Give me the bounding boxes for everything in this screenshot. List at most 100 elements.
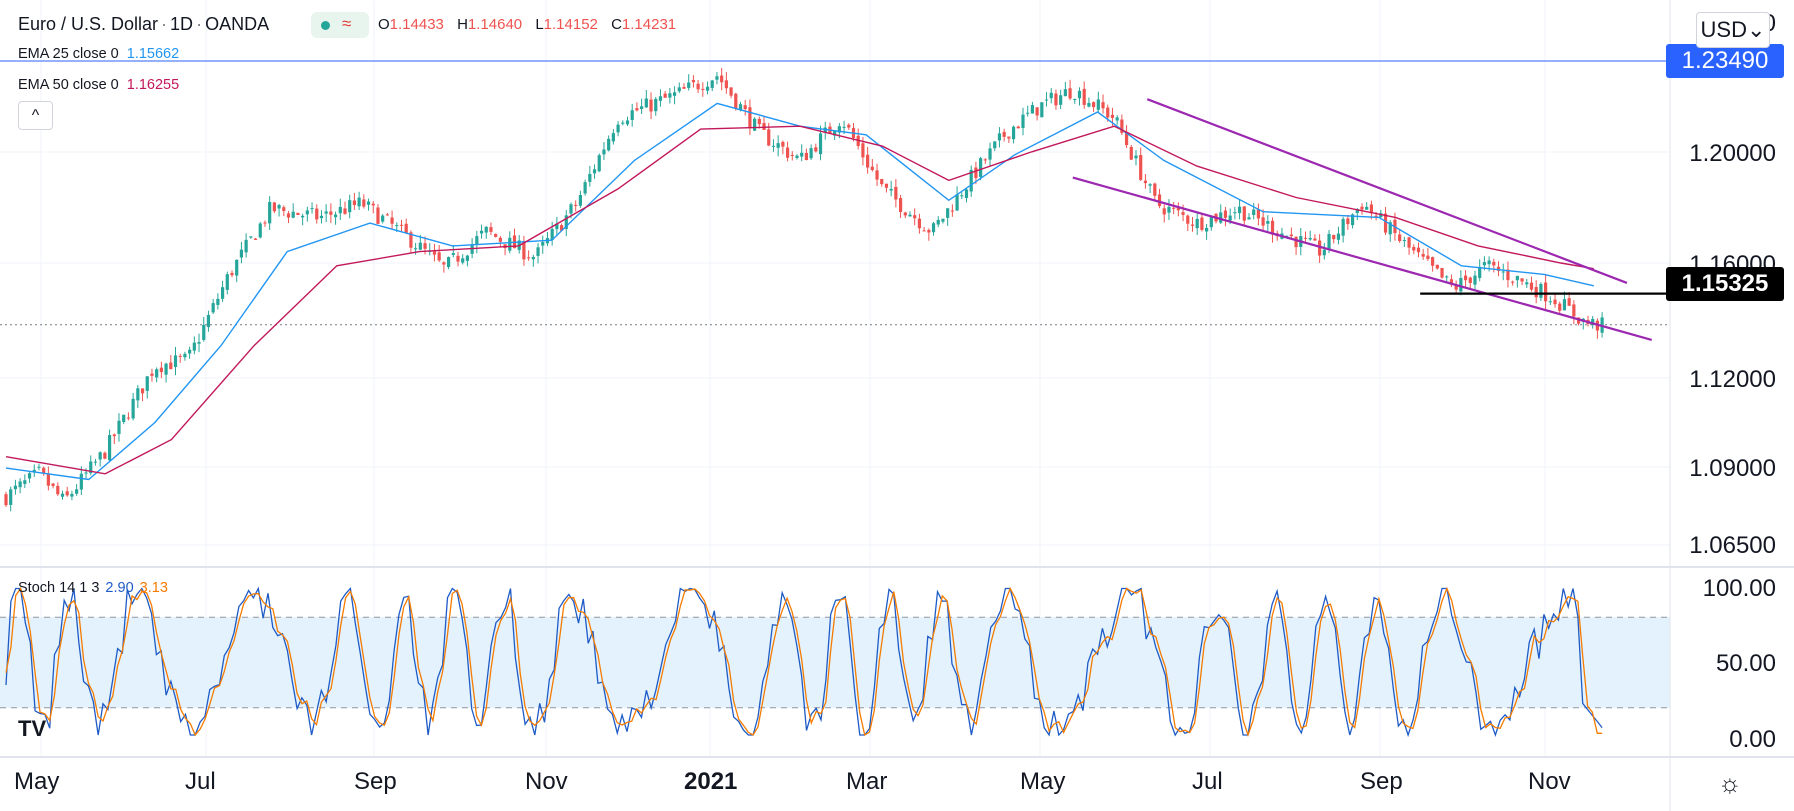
tradingview-logo[interactable]: TV [18, 716, 47, 741]
candle [70, 490, 74, 501]
candle [913, 208, 917, 226]
candle [1336, 226, 1341, 245]
candle [875, 163, 879, 187]
candle [42, 466, 46, 476]
currency-selector-button[interactable]: USD⌄ [1696, 12, 1770, 48]
stoch-legend[interactable]: Stoch 14 1 3 2.90 3.13 [18, 580, 168, 596]
candle [969, 165, 973, 197]
time-tick: May [14, 768, 60, 795]
price-tag-support[interactable]: 1.15325 [1666, 267, 1784, 301]
candle [1407, 236, 1411, 255]
time-tick: May [1020, 768, 1066, 795]
collapse-legend-button[interactable]: ^ [18, 101, 53, 130]
candle [1026, 105, 1030, 117]
candle [9, 486, 13, 512]
candle [1562, 291, 1567, 311]
candle [1322, 242, 1326, 260]
candle [1233, 206, 1237, 220]
candle [1134, 150, 1138, 166]
candle [903, 211, 907, 219]
candle [1167, 199, 1171, 220]
candle [677, 82, 681, 94]
candle [804, 148, 809, 161]
price-tick: 1.09000 [1689, 455, 1776, 482]
candle [1068, 79, 1072, 101]
stoch-d-value: 3.13 [139, 580, 168, 596]
candle [625, 116, 630, 127]
candle [216, 293, 220, 310]
candle [390, 210, 394, 229]
candle [296, 212, 300, 216]
candle [588, 165, 592, 187]
candle [908, 211, 912, 217]
candle [621, 120, 625, 126]
candle [672, 86, 677, 105]
ema50-legend[interactable]: EMA 50 close 0 1.16255 [18, 77, 179, 93]
settings-gear-icon[interactable]: ☼ [1718, 768, 1742, 798]
candle [988, 142, 992, 167]
candle [239, 241, 244, 264]
candle [1412, 244, 1416, 255]
time-tick: Sep [354, 768, 397, 795]
candle [1223, 207, 1228, 227]
candle [282, 205, 286, 217]
candle [635, 102, 639, 112]
channel-upper-trendline[interactable] [1146, 98, 1628, 284]
candle [941, 218, 945, 224]
stoch-tick: 100.00 [1702, 575, 1776, 602]
candle [89, 455, 93, 476]
price-tag-top[interactable]: 1.23490 [1666, 44, 1784, 78]
candle [220, 280, 225, 302]
candle [602, 142, 606, 160]
candle [800, 144, 804, 162]
candle [974, 161, 978, 185]
ema25-line [5, 102, 1594, 481]
candle [993, 141, 997, 152]
candle [169, 354, 173, 370]
candle [263, 220, 267, 227]
candle [1572, 300, 1576, 325]
candle [230, 270, 234, 278]
candle [682, 83, 686, 89]
candle [1219, 204, 1223, 225]
candle [564, 210, 568, 237]
channel-lower-trendline[interactable] [1072, 176, 1653, 341]
candle [1478, 259, 1482, 282]
stoch-k-line [5, 586, 1603, 738]
candle [795, 154, 799, 160]
candle [592, 164, 597, 179]
candle [578, 190, 583, 208]
ohlc-values: O1.14433 H1.14640 L1.14152 C1.14231 [378, 16, 685, 33]
candle [522, 235, 526, 266]
symbol-legend[interactable]: Euro / U.S. Dollar · 1D · OANDA [18, 14, 270, 34]
ema25-value: 1.15662 [126, 46, 180, 62]
candle [771, 139, 776, 152]
candle [381, 214, 385, 224]
open-key: O [378, 16, 390, 33]
candle [1416, 242, 1421, 258]
candle [484, 226, 488, 239]
ema25-legend[interactable]: EMA 25 close 0 1.15662 [18, 46, 179, 62]
market-status-badge[interactable]: ≈ [311, 12, 369, 38]
candle [1242, 206, 1246, 225]
ema25-label: EMA 25 close 0 [18, 46, 119, 62]
candle [178, 353, 182, 363]
candle [305, 206, 309, 222]
candle [710, 79, 714, 92]
candle [183, 351, 187, 361]
candle [828, 122, 832, 134]
candle [286, 211, 291, 224]
candle [870, 159, 874, 172]
candle [206, 310, 211, 332]
candle [917, 213, 922, 234]
candle [1209, 216, 1213, 231]
candle [1016, 125, 1020, 129]
candle [140, 388, 145, 402]
candle [75, 484, 79, 496]
candle [1077, 87, 1082, 106]
candle [122, 414, 126, 425]
candle [32, 464, 36, 477]
candle [1186, 214, 1190, 231]
time-tick-year: 2021 [684, 768, 738, 795]
